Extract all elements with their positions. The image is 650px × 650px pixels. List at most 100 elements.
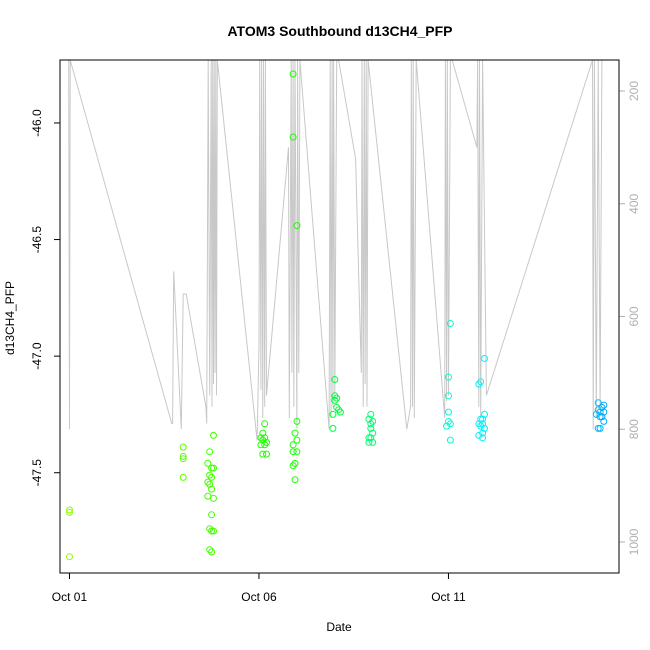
- data-point: [596, 424, 604, 432]
- data-point: [289, 462, 297, 470]
- data-point: [367, 424, 375, 432]
- data-point: [367, 410, 375, 418]
- data-point: [206, 471, 214, 479]
- data-point: [293, 436, 301, 444]
- plot-frame: [59, 59, 620, 574]
- data-point: [291, 459, 299, 467]
- data-point: [263, 450, 270, 458]
- data-point: [210, 527, 217, 535]
- secondary-tick-label: 400: [627, 193, 641, 213]
- data-point: [204, 492, 212, 500]
- data-point: [477, 415, 485, 423]
- data-point: [477, 378, 485, 386]
- secondary-tick-label: 1000: [627, 528, 641, 555]
- data-point: [210, 464, 217, 472]
- data-point: [479, 429, 487, 437]
- x-axis-label: Date: [326, 620, 352, 634]
- data-point: [367, 434, 375, 442]
- data-point: [291, 429, 299, 437]
- data-point: [66, 508, 73, 516]
- data-point: [600, 401, 608, 409]
- data-point: [369, 438, 377, 446]
- y-tick-label: -47.5: [30, 459, 44, 487]
- data-point: [208, 511, 216, 519]
- data-point: [598, 413, 606, 421]
- data-point: [206, 546, 214, 554]
- data-point: [257, 434, 265, 442]
- data-point: [261, 434, 269, 442]
- data-point: [331, 376, 339, 383]
- secondary-tick-label: 200: [627, 81, 641, 101]
- data-point: [365, 438, 373, 446]
- data-point: [204, 459, 212, 467]
- data-point: [179, 473, 187, 481]
- y-tick-label: -46.0: [30, 109, 44, 137]
- data-points: [66, 70, 608, 561]
- data-point: [259, 429, 267, 437]
- data-point: [261, 420, 269, 428]
- data-point: [481, 424, 488, 432]
- data-point: [289, 441, 297, 449]
- chart-title: ATOM3 Southbound d13CH4_PFP: [227, 23, 452, 39]
- data-point: [333, 394, 341, 402]
- data-point: [179, 455, 187, 463]
- data-point: [475, 420, 483, 428]
- data-point: [179, 452, 187, 460]
- data-point: [293, 222, 301, 230]
- data-point: [369, 417, 377, 425]
- data-point: [600, 408, 608, 416]
- data-point: [289, 448, 297, 456]
- series-line: [68, 59, 604, 441]
- data-point: [445, 392, 452, 400]
- data-point: [208, 464, 216, 472]
- data-point: [481, 410, 488, 418]
- data-point: [208, 548, 216, 556]
- x-tick-label: Oct 11: [431, 590, 466, 604]
- y-tick-label: -47.0: [30, 342, 44, 370]
- data-point: [66, 553, 73, 561]
- data-point: [293, 417, 301, 425]
- data-point: [179, 443, 187, 451]
- data-point: [481, 355, 488, 362]
- data-point: [259, 450, 267, 458]
- data-point: [208, 485, 216, 493]
- data-point: [210, 494, 217, 502]
- data-point: [206, 480, 214, 488]
- data-point: [592, 410, 600, 418]
- data-point: [335, 406, 343, 414]
- axes: Oct 01 Oct 06 Oct 11 -46.0 -46.5 -47.0 -47.5 20…: [30, 81, 641, 604]
- y-tick-label: -46.5: [30, 226, 44, 254]
- data-point: [600, 417, 608, 425]
- data-point: [445, 408, 452, 416]
- secondary-tick-label: 600: [627, 306, 641, 326]
- data-point: [443, 422, 451, 430]
- data-point: [208, 473, 216, 481]
- data-point: [206, 448, 214, 456]
- data-point: [291, 476, 299, 484]
- data-point: [208, 527, 216, 535]
- data-point: [598, 403, 606, 411]
- data-point: [446, 436, 454, 444]
- data-point: [331, 396, 339, 404]
- data-point: [261, 441, 269, 449]
- data-point: [369, 429, 377, 437]
- data-point: [293, 448, 301, 456]
- secondary-tick-label: 800: [627, 419, 641, 439]
- data-point: [446, 320, 454, 327]
- data-point: [475, 380, 483, 388]
- data-point: [365, 434, 373, 442]
- data-point: [594, 424, 602, 432]
- data-point: [336, 408, 344, 416]
- data-point: [477, 422, 485, 430]
- data-point: [289, 70, 297, 78]
- x-tick-label: Oct 01: [52, 590, 88, 604]
- data-point: [329, 424, 337, 432]
- data-point: [596, 408, 604, 416]
- secondary-series-lines: [68, 59, 604, 441]
- data-point: [365, 415, 373, 423]
- data-point: [257, 441, 265, 449]
- data-point: [206, 525, 214, 533]
- data-point: [329, 410, 337, 418]
- data-point: [445, 373, 452, 381]
